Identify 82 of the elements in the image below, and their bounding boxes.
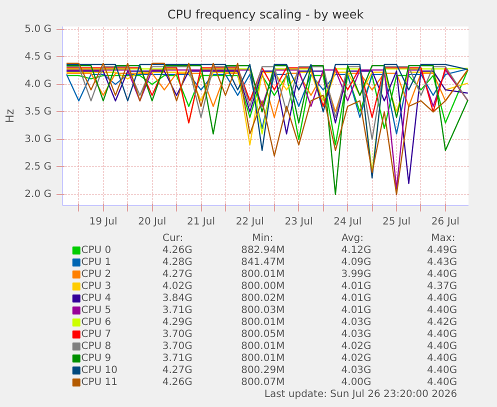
legend-label: CPU 0 xyxy=(81,245,112,256)
text: 3.99G xyxy=(341,269,372,280)
x-tick-label: 26 Jul xyxy=(431,216,460,228)
text: 4.43G xyxy=(427,257,458,268)
y-tick-label: 2.0 G xyxy=(24,188,52,200)
text: 4.40G xyxy=(427,269,458,280)
legend-label: CPU 9 xyxy=(81,353,112,364)
x-tick-label: 22 Jul xyxy=(236,216,264,228)
text: Last update: Sun Jul 26 23:20:00 2026 xyxy=(264,389,458,400)
y-axis-title: Hz xyxy=(4,108,17,124)
legend-label: CPU 7 xyxy=(81,329,112,340)
text: 4.40G xyxy=(427,329,458,340)
text: 4.01G xyxy=(341,305,372,316)
text: 3.70G xyxy=(162,329,192,340)
text: 4.40G xyxy=(427,305,458,316)
text: 4.03G xyxy=(341,329,372,340)
text: 800.29M xyxy=(241,365,285,376)
text: 3.71G xyxy=(162,353,192,364)
text: 800.01M xyxy=(241,317,285,328)
text: 4.40G xyxy=(427,377,458,388)
text: 4.29G xyxy=(162,317,192,328)
text: 4.09G xyxy=(341,257,372,268)
text: 4.00G xyxy=(341,377,372,388)
text: 800.02M xyxy=(241,293,285,304)
text: 4.40G xyxy=(427,341,458,352)
x-tick-label: 21 Jul xyxy=(187,216,215,228)
text: 800.05M xyxy=(241,329,285,340)
y-tick-label: 4.0 G xyxy=(24,78,52,90)
text: 800.00M xyxy=(241,281,285,292)
text: 4.26G xyxy=(162,245,192,256)
legend-label: CPU 1 xyxy=(81,257,112,268)
text: 3.70G xyxy=(162,341,192,352)
text: 882.94M xyxy=(241,245,285,256)
text: 800.01M xyxy=(241,269,285,280)
y-tick-label: 4.5 G xyxy=(24,51,52,62)
text: 4.03G xyxy=(341,365,372,376)
text: 841.47M xyxy=(241,257,285,268)
text: 4.28G xyxy=(162,257,192,268)
x-tick-label: 20 Jul xyxy=(138,216,166,228)
text: 4.02G xyxy=(341,353,372,364)
text: Cur: xyxy=(162,233,184,244)
text: 4.40G xyxy=(427,293,458,304)
text: 4.40G xyxy=(427,353,458,364)
text: 800.01M xyxy=(241,353,285,364)
text: 3.84G xyxy=(162,293,192,304)
text: 4.40G xyxy=(427,365,458,376)
text: 4.01G xyxy=(341,293,372,304)
legend-label: CPU 8 xyxy=(81,341,112,352)
text: 4.02G xyxy=(162,281,192,292)
text: 4.49G xyxy=(427,245,458,256)
text: 4.27G xyxy=(162,365,192,376)
text: Max: xyxy=(431,233,456,244)
text: 800.01M xyxy=(241,341,285,352)
legend-label: CPU 4 xyxy=(81,293,112,304)
text: 4.37G xyxy=(427,281,458,292)
x-tick-label: 19 Jul xyxy=(89,216,118,228)
legend-label: CPU 5 xyxy=(81,305,112,316)
text: Min: xyxy=(252,233,274,244)
text: 800.07M xyxy=(241,377,285,388)
text: 4.03G xyxy=(341,317,372,328)
text: 4.02G xyxy=(341,341,372,352)
text: 4.27G xyxy=(162,269,192,280)
legend-label: CPU 2 xyxy=(81,269,112,280)
legend-label: CPU 3 xyxy=(81,281,112,292)
legend-label: CPU 10 xyxy=(81,365,118,376)
x-tick-label: 23 Jul xyxy=(284,216,313,228)
text: 4.01G xyxy=(341,281,372,292)
legend-label: CPU 6 xyxy=(81,317,112,328)
y-tick-label: 3.0 G xyxy=(24,134,52,145)
legend-label: CPU 11 xyxy=(81,377,118,388)
y-tick-label: 3.5 G xyxy=(24,106,52,118)
x-tick-label: 25 Jul xyxy=(382,216,411,228)
y-tick-label: 5.0 G xyxy=(24,24,52,35)
text: 4.42G xyxy=(427,317,458,328)
text: 4.26G xyxy=(162,377,192,388)
text: 3.71G xyxy=(162,305,192,316)
x-tick-label: 24 Jul xyxy=(334,216,362,228)
text: 4.12G xyxy=(341,245,372,256)
text: 800.03M xyxy=(241,305,285,316)
text: Avg: xyxy=(342,233,364,244)
chart-title: CPU frequency scaling - by week xyxy=(167,8,364,22)
y-tick-label: 2.5 G xyxy=(24,161,52,172)
